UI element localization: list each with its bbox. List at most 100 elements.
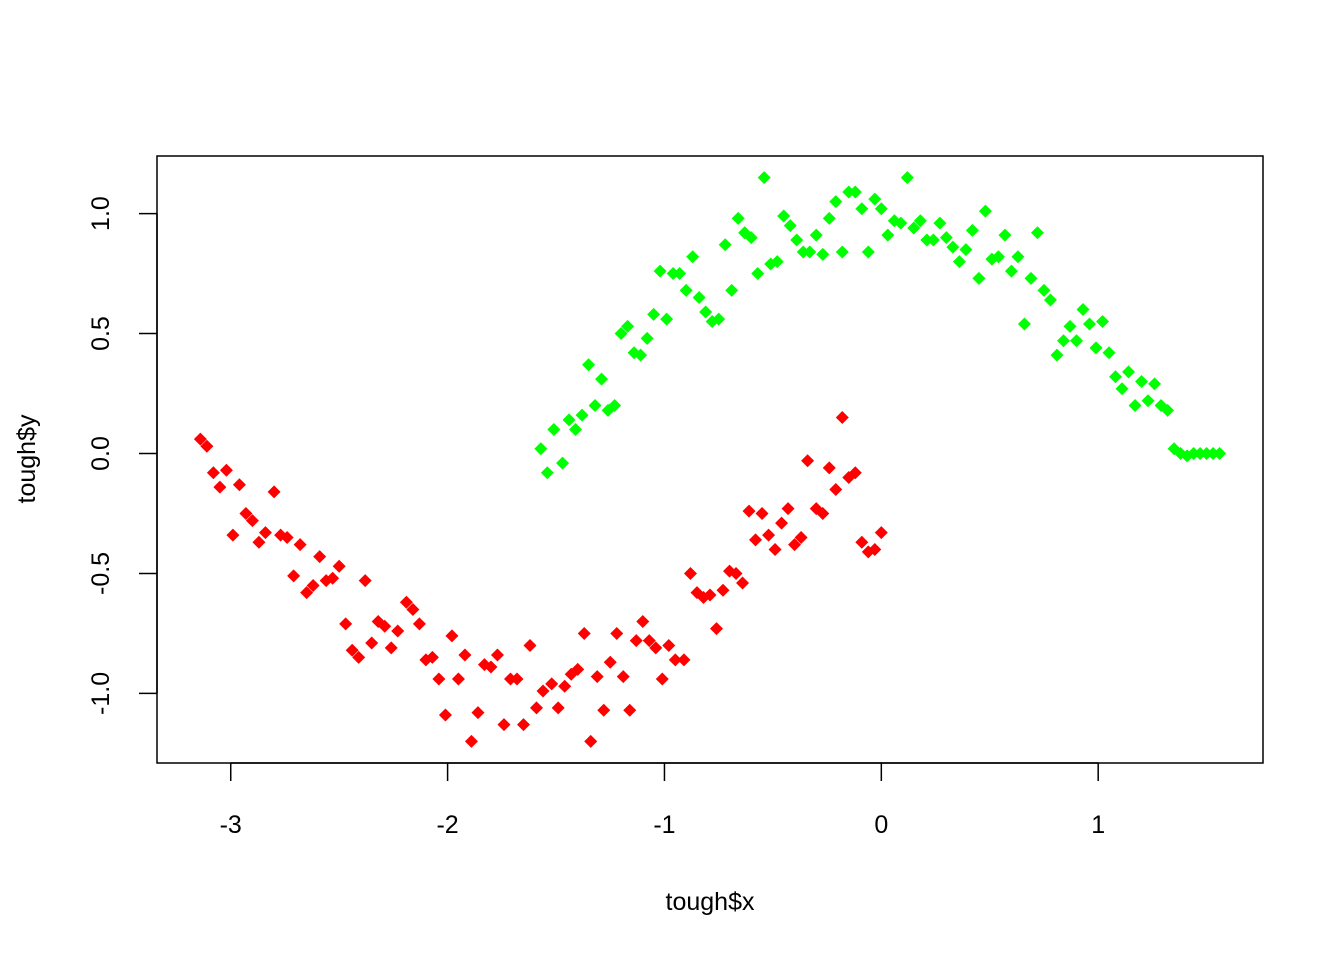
data-point <box>816 506 830 520</box>
data-point <box>794 530 808 544</box>
data-point <box>634 348 648 362</box>
data-point <box>683 566 697 580</box>
y-tick-label: 0.0 <box>87 436 115 471</box>
data-point <box>445 629 459 643</box>
data-point <box>796 245 810 259</box>
data-point <box>1193 447 1207 461</box>
data-point <box>497 718 511 732</box>
data-point <box>1037 283 1051 297</box>
data-point <box>801 454 815 468</box>
data-point <box>547 423 561 437</box>
data-point <box>749 533 763 547</box>
data-point <box>562 413 576 427</box>
data-point <box>744 231 758 245</box>
data-point <box>655 672 669 686</box>
data-point <box>861 245 875 259</box>
data-point <box>835 411 849 425</box>
data-point <box>816 247 830 261</box>
x-axis-title: tough$x <box>666 888 755 916</box>
data-point <box>252 535 266 549</box>
data-point <box>1030 226 1044 240</box>
data-point <box>855 202 869 216</box>
data-point <box>621 319 635 333</box>
data-point <box>451 672 465 686</box>
data-point <box>822 211 836 225</box>
data-point <box>666 267 680 281</box>
data-point <box>1096 315 1110 329</box>
data-point <box>590 670 604 684</box>
data-point <box>391 624 405 638</box>
data-point <box>762 528 776 542</box>
data-point <box>647 307 661 321</box>
data-point <box>232 478 246 492</box>
data-point <box>703 588 717 602</box>
data-point <box>673 267 687 281</box>
data-point <box>1109 370 1123 384</box>
data-point <box>777 209 791 223</box>
data-point <box>1017 317 1031 331</box>
data-point <box>384 641 398 655</box>
data-point <box>1063 319 1077 333</box>
data-point <box>300 586 314 600</box>
data-point <box>803 245 817 259</box>
data-point <box>692 291 706 305</box>
data-point <box>313 550 327 564</box>
data-point <box>946 240 960 254</box>
data-point <box>653 264 667 278</box>
data-point <box>868 192 882 206</box>
data-point <box>575 408 589 422</box>
data-point <box>868 542 882 556</box>
data-point <box>1206 447 1220 461</box>
data-point <box>1050 348 1064 362</box>
y-tick-label: -0.5 <box>87 552 115 595</box>
data-point <box>729 566 743 580</box>
series-1 <box>193 411 888 748</box>
data-point <box>1024 271 1038 285</box>
data-point <box>523 638 537 652</box>
data-point <box>822 461 836 475</box>
data-point <box>608 399 622 413</box>
data-point <box>768 542 782 556</box>
data-point <box>757 171 771 185</box>
data-point <box>1004 264 1018 278</box>
data-point <box>425 650 439 664</box>
data-point <box>668 653 682 667</box>
data-point <box>1161 403 1175 417</box>
data-point <box>939 231 953 245</box>
data-point <box>920 233 934 247</box>
data-point <box>952 255 966 269</box>
data-point <box>710 622 724 636</box>
data-point <box>577 626 591 640</box>
x-tick-label: -2 <box>436 811 458 839</box>
data-point <box>1083 317 1097 331</box>
data-point <box>206 466 220 480</box>
data-point <box>881 228 895 242</box>
data-point <box>582 358 596 372</box>
data-point <box>894 216 908 230</box>
data-point <box>352 650 366 664</box>
data-point <box>534 442 548 456</box>
data-point <box>848 466 862 480</box>
data-point <box>972 271 986 285</box>
data-point <box>649 641 663 655</box>
y-tick-label: 0.5 <box>87 316 115 351</box>
y-tick-label: 1.0 <box>87 196 115 231</box>
data-point <box>365 636 379 650</box>
data-point <box>848 185 862 199</box>
data-point <box>751 267 765 281</box>
data-points <box>193 171 1227 748</box>
data-point <box>718 238 732 252</box>
data-point <box>616 670 630 684</box>
data-point <box>610 626 624 640</box>
data-point <box>790 233 804 247</box>
data-point <box>571 662 585 676</box>
data-point <box>783 219 797 233</box>
data-point <box>1128 399 1142 413</box>
x-axis: -3 -2 -1 0 1 <box>220 762 1105 839</box>
data-point <box>640 331 654 345</box>
data-point <box>788 538 802 552</box>
data-point <box>985 252 999 266</box>
data-point <box>770 255 784 269</box>
y-axis-title: tough$y <box>13 414 41 503</box>
